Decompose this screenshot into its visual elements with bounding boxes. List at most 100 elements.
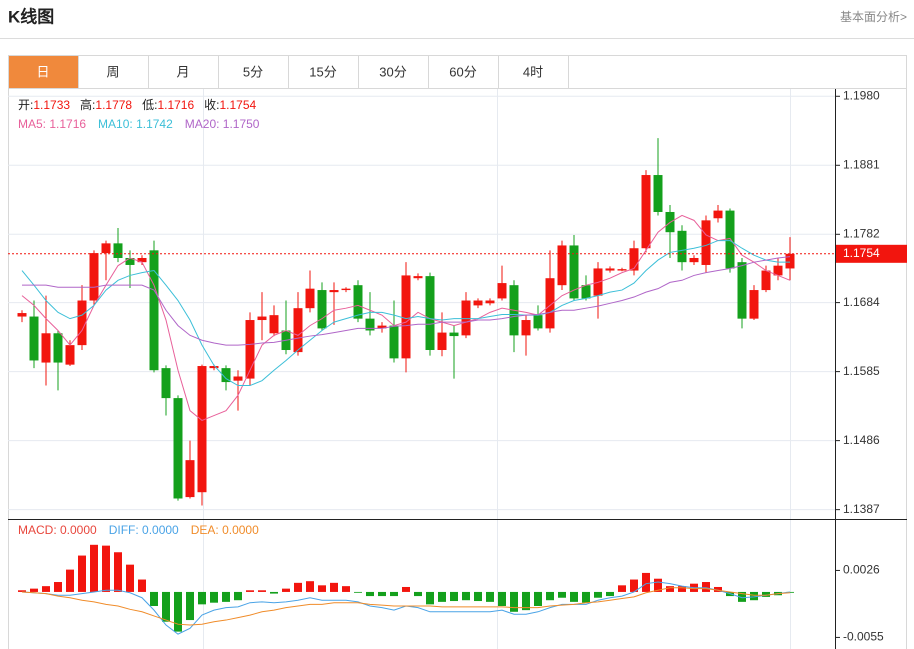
candle-body [293, 308, 303, 353]
macd-bar [162, 591, 170, 622]
tab-bg [428, 55, 499, 89]
macd-bar [762, 591, 770, 597]
last-price-box [836, 244, 907, 263]
candle-body [425, 276, 435, 351]
tab-bg [148, 55, 219, 89]
candle-body [173, 398, 183, 499]
candle-body [497, 283, 507, 299]
info-value: 1.1716 [157, 98, 194, 112]
candle-body [389, 325, 399, 359]
candle-body [53, 333, 63, 363]
indicator-line [21, 587, 791, 626]
candle-body [773, 265, 783, 276]
candle-body [197, 366, 207, 493]
last-price-label: 1.1754 [843, 246, 880, 260]
candle-body [77, 300, 87, 346]
tab[interactable]: 月 [148, 55, 219, 89]
tab[interactable]: 15分 [288, 55, 359, 89]
analysis-link[interactable]: 基本面分析> [840, 10, 907, 24]
candle-body [725, 210, 735, 269]
tab-label: 5分 [243, 64, 263, 79]
candle-body [437, 332, 447, 351]
macd-bar [702, 582, 710, 592]
macd-bar [486, 591, 494, 602]
page-title: K线图 [8, 6, 54, 26]
tab-label: 15分 [309, 64, 336, 79]
candle-body [473, 300, 483, 306]
candle-body [785, 253, 795, 269]
macd-bar [258, 590, 266, 592]
candle-body [449, 332, 459, 337]
macd-bar [678, 586, 686, 592]
macd-bar [558, 591, 566, 598]
candle-body [17, 313, 27, 317]
macd-bar [714, 586, 722, 592]
macd-bar [114, 552, 122, 592]
legend-entry: MA5: 1.1716 [18, 117, 86, 131]
info-label: 低: [142, 98, 157, 112]
macd-bar [666, 586, 674, 592]
macd-bar [402, 586, 410, 592]
y-tick-label: -0.0055 [843, 630, 884, 644]
tab[interactable]: 日 [8, 55, 79, 89]
candle-body [653, 175, 663, 212]
macd-bar [222, 591, 230, 602]
macd-bar [78, 555, 86, 592]
macd-bar [570, 591, 578, 602]
macd-bar [102, 545, 110, 592]
macd-bar [510, 591, 518, 612]
macd-bar [642, 572, 650, 592]
tab-bg [218, 55, 289, 89]
candle-body [629, 248, 639, 271]
candle-body [521, 320, 531, 336]
candle-body [677, 230, 687, 263]
tab[interactable]: 周 [78, 55, 149, 89]
macd-bar [618, 585, 626, 592]
candle-body [377, 325, 387, 329]
macd-bar [534, 591, 542, 606]
legend-entry: MA10: 1.1742 [98, 117, 173, 131]
y-tick-label: 0.0026 [843, 563, 880, 577]
candle-body [461, 300, 471, 336]
candle-body [305, 288, 315, 309]
info-value: 1.1733 [33, 98, 70, 112]
tab[interactable]: 5分 [218, 55, 289, 89]
macd-bar [438, 591, 446, 602]
indicator-line [22, 256, 791, 346]
candle-body [101, 243, 111, 254]
y-tick-label: 1.1585 [843, 364, 880, 378]
tab-label: 周 [106, 64, 119, 79]
macd-bar [750, 591, 758, 601]
macd-bar [462, 591, 470, 601]
macd-bar [738, 591, 746, 602]
candle-body [485, 300, 495, 304]
tab-label: 60分 [449, 64, 476, 79]
tab[interactable]: 60分 [428, 55, 499, 89]
macd-bar [474, 591, 482, 602]
candle-body [401, 275, 411, 359]
plot-layer: 1.1980 1.1881 1.1782 1.1684 1.1585 1.1486 1.13… [8, 88, 907, 644]
legend: MA5: 1.1716 MA10: 1.1742 MA20: 1.1750 [18, 117, 260, 131]
info-label: 高: [80, 97, 95, 112]
candle-body [89, 253, 99, 301]
macd-bar [54, 582, 62, 592]
candle-body [701, 220, 711, 265]
legend-entry: DIFF: 0.0000 [109, 523, 179, 537]
tab[interactable]: 4时 [498, 55, 569, 89]
tab[interactable]: 30分 [358, 55, 429, 89]
ohlc-info: 开:1.1733 高:1.1778 低:1.1716 收:1.1754 [18, 97, 257, 112]
tab-label: 30分 [379, 64, 406, 79]
candle-body [641, 175, 651, 249]
chart-frame [8, 55, 907, 649]
tab-bg [8, 55, 79, 89]
candle-body [41, 333, 51, 363]
indicator-line [21, 240, 790, 387]
info-value: 1.1778 [95, 98, 132, 112]
macd-bar [126, 564, 134, 592]
macd-bar [342, 586, 350, 592]
candle-body [581, 285, 591, 299]
macd-bar [150, 591, 158, 606]
macd-bar [546, 591, 554, 601]
macd-bar [630, 579, 638, 592]
